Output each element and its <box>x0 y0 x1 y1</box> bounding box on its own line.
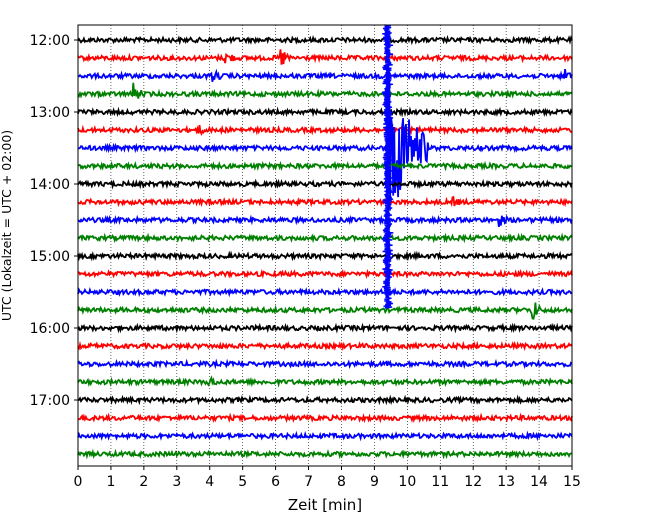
x-tick-label: 4 <box>205 474 214 490</box>
trace-row-1600 <box>77 322 573 334</box>
trace-row-1215 <box>77 49 573 65</box>
x-tick-label: 15 <box>563 474 581 490</box>
y-tick-label: 14:00 <box>30 177 70 193</box>
trace-row-1615 <box>77 340 573 352</box>
plot-frame <box>77 24 573 467</box>
trace-row-1630 <box>77 358 573 370</box>
trace-row-1715 <box>77 412 573 424</box>
quake-vertical-trace <box>381 24 394 309</box>
trace-row-1330 <box>77 79 573 200</box>
trace-row-1245 <box>77 82 573 100</box>
trace-row-1745 <box>77 448 573 460</box>
x-tick-label: 10 <box>398 474 416 490</box>
trace-row-1345 <box>77 160 573 172</box>
x-tick-label: 3 <box>172 474 181 490</box>
x-tick-label: 12 <box>464 474 482 490</box>
trace-row-1415 <box>77 195 573 208</box>
trace-row-1515 <box>77 268 573 279</box>
x-tick-label: 1 <box>106 474 115 490</box>
trace-row-1200 <box>77 34 573 46</box>
x-tick-label: 8 <box>337 474 346 490</box>
earthquake-trace <box>381 24 394 309</box>
trace-row-1730 <box>77 430 573 442</box>
trace-row-1400 <box>77 178 573 190</box>
trace-row-1230 <box>77 68 573 82</box>
x-tick-label: 2 <box>139 474 148 490</box>
x-axis-label: Zeit [min] <box>288 496 362 514</box>
trace-row-1430 <box>77 214 573 228</box>
y-tick-label: 17:00 <box>30 393 70 409</box>
x-axis-ticks: 0 1 2 3 4 5 6 7 8 9 10 11 12 13 14 15 <box>74 466 581 490</box>
trace-row-1530 <box>77 286 573 298</box>
trace-row-1500 <box>77 250 573 262</box>
x-tick-label: 9 <box>370 474 379 490</box>
y-tick-label: 12:00 <box>30 33 70 49</box>
y-tick-label: 15:00 <box>30 249 70 265</box>
x-tick-label: 6 <box>271 474 280 490</box>
trace-row-1545 <box>77 302 573 320</box>
x-tick-label: 14 <box>530 474 548 490</box>
trace-row-1315 <box>77 124 573 136</box>
y-axis-ticks: 12:00 13:00 14:00 15:00 16:00 17:00 <box>30 33 78 409</box>
trace-row-1445 <box>77 232 573 244</box>
trace-row-1645 <box>77 375 573 388</box>
x-tick-label: 13 <box>497 474 515 490</box>
x-tick-label: 7 <box>304 474 313 490</box>
y-tick-label: 13:00 <box>30 105 70 121</box>
x-tick-label: 11 <box>431 474 449 490</box>
seismic-traces <box>77 34 573 460</box>
x-tick-label: 5 <box>238 474 247 490</box>
y-axis-label: UTC (Lokalzeit = UTC + 02:00) <box>0 130 14 321</box>
trace-row-1300 <box>77 106 573 118</box>
y-tick-label: 16:00 <box>30 321 70 337</box>
trace-row-1700 <box>77 394 573 406</box>
x-tick-label: 0 <box>74 474 83 490</box>
